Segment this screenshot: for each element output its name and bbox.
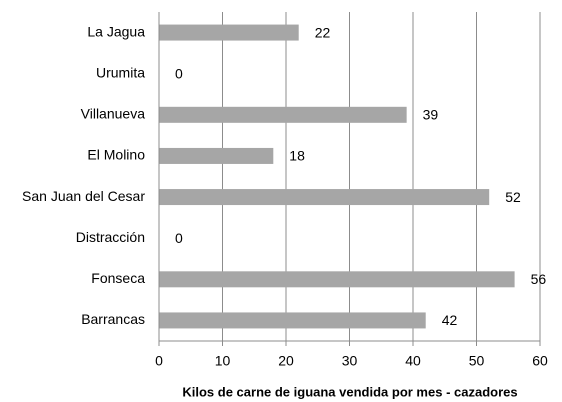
bar bbox=[159, 271, 515, 288]
bar bbox=[159, 106, 407, 123]
x-tick-label: 40 bbox=[405, 353, 421, 369]
x-tick-label: 20 bbox=[278, 353, 294, 369]
y-tick-label: La Jagua bbox=[87, 23, 145, 39]
data-label: 52 bbox=[505, 189, 521, 205]
x-tick-label: 30 bbox=[342, 353, 358, 369]
data-label: 22 bbox=[315, 24, 331, 40]
bar bbox=[159, 189, 490, 206]
x-tick-label: 50 bbox=[469, 353, 485, 369]
data-label: 0 bbox=[175, 65, 183, 81]
bar bbox=[159, 147, 274, 164]
data-label: 56 bbox=[531, 271, 547, 287]
data-label: 18 bbox=[289, 148, 305, 164]
x-tick-label: 10 bbox=[215, 353, 231, 369]
data-label: 39 bbox=[423, 107, 439, 123]
y-tick-label: Barrancas bbox=[81, 311, 145, 327]
y-tick-label: Distracción bbox=[76, 229, 145, 245]
x-tick-label: 0 bbox=[155, 353, 163, 369]
bar bbox=[159, 24, 299, 41]
data-label: 0 bbox=[175, 230, 183, 246]
y-tick-label: San Juan del Cesar bbox=[22, 188, 145, 204]
x-tick-label: 60 bbox=[532, 353, 548, 369]
x-axis-title: Kilos de carne de iguana vendida por mes… bbox=[182, 384, 517, 399]
y-tick-label: Villanueva bbox=[81, 106, 146, 122]
bar bbox=[159, 312, 426, 329]
y-tick-label: Fonseca bbox=[91, 270, 145, 286]
y-tick-label: Urumita bbox=[96, 64, 145, 80]
y-tick-label: El Molino bbox=[87, 147, 145, 163]
data-label: 42 bbox=[442, 312, 458, 328]
